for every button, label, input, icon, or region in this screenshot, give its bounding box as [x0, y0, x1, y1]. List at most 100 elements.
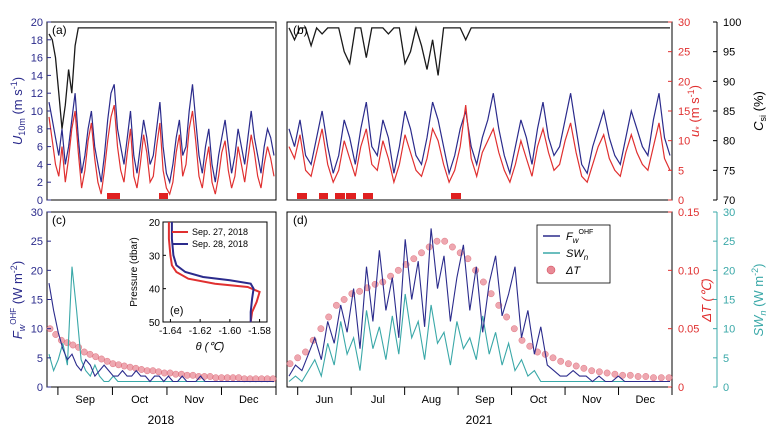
ytick-u10-label: 16: [31, 53, 43, 65]
series-dT-point: [317, 325, 325, 333]
u10-axis-title: U10m (m s-1): [9, 77, 27, 145]
ci-axis-title: Csi (%): [751, 91, 768, 131]
series-dT-point: [371, 280, 379, 288]
ytick-sw-label: 30: [723, 207, 735, 219]
ytick-u10-label: 14: [31, 70, 43, 82]
ytick-sw-label: 20: [723, 265, 735, 277]
series-dT-point: [183, 371, 191, 379]
series-ci-a: [48, 27, 274, 129]
xtick-2021-label: Aug: [422, 394, 442, 406]
series-ustar-b: [288, 105, 671, 185]
series-dT-point: [441, 237, 449, 245]
year-label-2021: 2021: [466, 413, 493, 427]
series-dT-point: [626, 371, 634, 379]
ytick-ci-label: 95: [723, 47, 735, 59]
series-sw-d: [288, 293, 670, 383]
ytick-ustar-label: 30: [678, 17, 690, 29]
series-dT-point: [143, 367, 151, 375]
series-dT-point: [611, 370, 619, 378]
xtick-2021-label: Nov: [582, 394, 602, 406]
series-u10-b: [288, 93, 671, 176]
xtick-2021-label: Sep: [475, 394, 495, 406]
ytick-ci-label: 80: [723, 136, 735, 148]
series-dT-point: [109, 360, 117, 368]
inset-ytick-label: 40: [149, 285, 161, 296]
series-dT-point: [138, 366, 145, 373]
series-dT-point: [166, 369, 174, 377]
series-dT-point: [223, 374, 231, 382]
series-dT-point: [294, 354, 302, 362]
series-dT-point: [518, 336, 526, 344]
series-dT-point: [433, 237, 441, 245]
series-dT-point: [657, 374, 665, 382]
series-dT-point: [235, 374, 243, 382]
series-dT-point: [126, 363, 134, 371]
event-marker: [159, 193, 168, 199]
ytick-ci-label: 85: [723, 106, 735, 118]
series-dT-point: [650, 374, 657, 382]
legend-dT-marker: [546, 265, 556, 275]
ytick-u10-label: 20: [31, 17, 43, 29]
ustar-axis-title: u* (m s-1): [686, 85, 704, 137]
inset-xtick-label: -1.58: [248, 326, 271, 337]
series-dT-point: [325, 313, 333, 321]
inset-frame: [162, 221, 268, 323]
xtick-2021-label: Jun: [316, 394, 334, 406]
inset-ytick-label: 30: [149, 251, 161, 262]
series-dT-point: [394, 266, 402, 274]
ytick-ustar-label: 15: [678, 106, 690, 118]
ytick-sw-label: 5: [723, 353, 729, 365]
ytick-ustar-label: 20: [678, 76, 690, 88]
series-dT-point: [526, 342, 534, 350]
ytick-ustar-label: 0: [678, 195, 684, 207]
inset-xtick-label: -1.62: [189, 326, 212, 337]
inset-xlabel: θ (℃): [196, 341, 225, 353]
xtick-2018-label: Oct: [131, 394, 148, 406]
inset-xtick-label: -1.60: [218, 326, 241, 337]
ytick-ustar-label: 5: [678, 165, 684, 177]
series-dT-point: [665, 374, 673, 382]
series-dT-point: [642, 373, 650, 380]
ytick-u10-label: 6: [37, 142, 43, 154]
series-dT-point: [333, 301, 340, 309]
legend-fw-text: FwOHF: [566, 229, 593, 245]
series-dT-point: [356, 287, 363, 295]
plot-layer: [46, 25, 673, 383]
series-dT-point: [115, 361, 122, 369]
ytick-fw-label: 10: [31, 324, 43, 336]
ytick-u10-label: 0: [37, 195, 43, 207]
series-dT-point: [86, 350, 94, 358]
series-dT-point: [340, 296, 348, 303]
series-dT-point: [63, 339, 71, 347]
inset-ylabel: Pressure (dbar): [129, 237, 140, 306]
series-ustar-a: [48, 104, 275, 196]
series-ci-b: [288, 25, 670, 76]
series-dT-point: [302, 348, 309, 356]
inset-ytick-label: 50: [149, 318, 161, 329]
panel-a-label: (a): [52, 23, 67, 37]
series-dT-point: [596, 368, 603, 376]
ytick-sw-label: 15: [723, 295, 735, 307]
ytick-dT-label: 0: [678, 382, 684, 394]
series-dT-point: [480, 278, 487, 286]
series-dT-point: [189, 371, 197, 379]
inset-xtick-label: -1.64: [159, 326, 182, 337]
ytick-ustar-label: 25: [678, 47, 690, 59]
ytick-u10-label: 8: [37, 124, 43, 136]
ytick-sw-label: 25: [723, 236, 735, 248]
series-dT-point: [588, 367, 596, 375]
inset-e: 20 30 40 50-1.64 -1.62 -1.60 -1.58 (e) Pressur…: [129, 218, 271, 353]
ytick-u10-label: 2: [37, 177, 43, 189]
sw-axis-title: SWn (W m-2): [750, 264, 768, 337]
ytick-ci-label: 75: [723, 165, 735, 177]
series-dT-point: [557, 357, 565, 365]
series-dT-point: [510, 325, 518, 333]
series-dT-point: [92, 353, 100, 361]
ytick-dT-label: 0.10: [678, 265, 699, 277]
ytick-fw-label: 5: [37, 353, 43, 365]
series-dT-point: [580, 364, 588, 372]
event-marker: [363, 193, 373, 199]
ytick-fw-label: 0: [37, 382, 43, 394]
event-marker: [346, 193, 356, 199]
